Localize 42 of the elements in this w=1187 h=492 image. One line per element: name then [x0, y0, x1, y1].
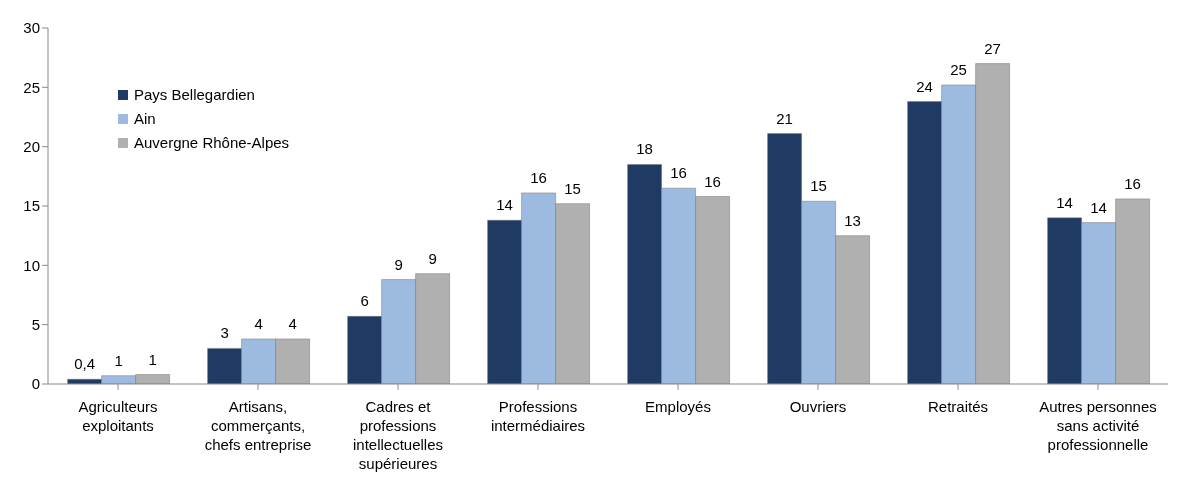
- x-tick-label: Autres personnes sans activité professionnelle: [1039, 398, 1157, 453]
- data-label: 14: [1056, 193, 1073, 211]
- data-label: 9: [394, 255, 403, 273]
- x-tick-label: Agriculteurs exploitants: [78, 398, 158, 434]
- data-label: 21: [776, 109, 793, 127]
- data-label: 4: [254, 314, 263, 332]
- data-label: 3: [220, 324, 229, 342]
- y-tick-label: 15: [23, 197, 40, 215]
- data-label: 0,4: [74, 355, 96, 373]
- data-label: 16: [704, 172, 721, 190]
- x-tick-label: Employés: [645, 398, 711, 415]
- x-tick-label: Professions intermédiaires: [490, 398, 586, 434]
- y-tick-label: 5: [31, 315, 40, 333]
- data-label: 18: [636, 140, 653, 158]
- y-tick-label: 25: [23, 78, 40, 96]
- data-label: 25: [950, 60, 967, 78]
- data-label: 16: [1124, 174, 1141, 192]
- data-label: 1: [148, 350, 157, 368]
- y-tick-label: 30: [23, 19, 40, 37]
- data-label: 15: [810, 177, 827, 195]
- data-label: 6: [360, 292, 369, 310]
- x-tick-label: Artisans, commerçants, chefs entreprise: [204, 398, 312, 453]
- data-label: 24: [916, 77, 933, 95]
- data-label: 27: [984, 39, 1001, 57]
- data-label: 16: [670, 164, 687, 182]
- x-tick-label: Retraités: [927, 398, 989, 415]
- x-tick-label: Ouvriers: [789, 398, 847, 415]
- x-tick-label: Cadres et professions intellectuelles supérieures: [352, 398, 444, 472]
- legend-label: Auvergne Rhône-Alpes: [134, 133, 290, 153]
- legend-label: Pays Bellegardien: [134, 85, 255, 105]
- data-label: 16: [530, 168, 547, 186]
- data-label: 1: [114, 351, 123, 369]
- data-label: 4: [288, 314, 297, 332]
- y-tick-label: 20: [23, 137, 40, 155]
- data-label: 14: [1090, 198, 1107, 216]
- data-label: 14: [496, 196, 513, 214]
- legend-label: Ain: [134, 109, 156, 129]
- y-tick-label: 0: [31, 375, 40, 393]
- data-label: 13: [844, 211, 861, 229]
- data-label: 9: [428, 249, 437, 267]
- y-tick-label: 10: [23, 256, 40, 274]
- data-label: 15: [564, 179, 581, 197]
